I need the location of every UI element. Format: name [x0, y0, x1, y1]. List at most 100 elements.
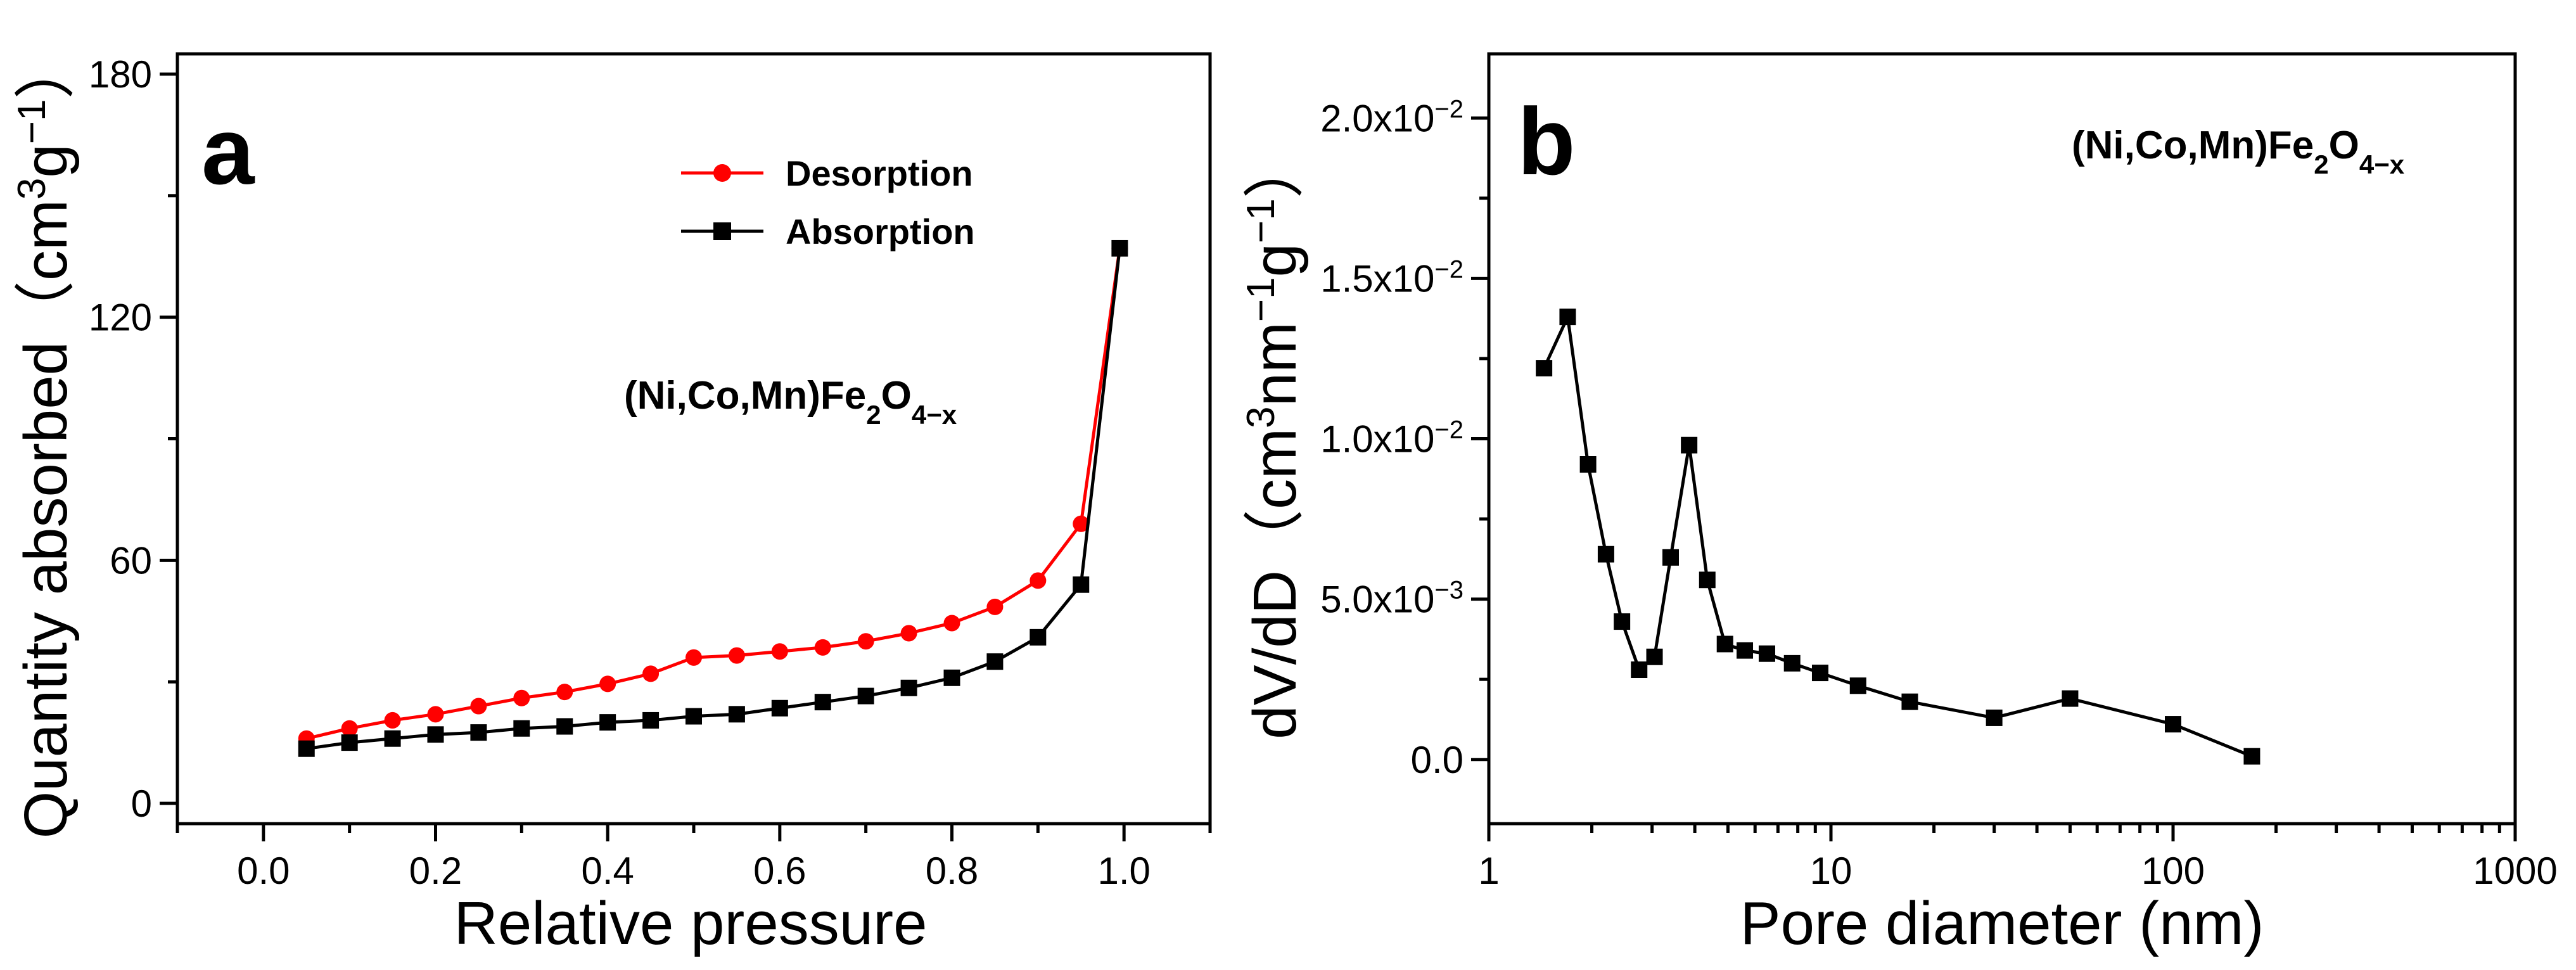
panel-a-y-tick-label: 60	[110, 539, 152, 582]
panel-a-point-desorption	[1073, 515, 1090, 532]
panel-b-series	[1536, 309, 2260, 765]
panel-b-point-series	[1699, 571, 1716, 589]
panel-b-point-series	[2062, 690, 2079, 707]
panel-a-point-absorption	[470, 724, 487, 741]
panel-b-x-axis-label: Pore diameter (nm)	[1740, 890, 2264, 957]
panel-a-plot-frame	[175, 52, 1212, 826]
panel-a-point-absorption	[642, 712, 660, 729]
panel-a-point-absorption	[857, 687, 874, 705]
panel-a-x-axis-label: Relative pressure	[454, 890, 928, 957]
panel-a-point-absorption	[298, 740, 315, 757]
panel-a-y-tick-label: 180	[89, 53, 152, 96]
panel-a-y-tick-label: 120	[89, 297, 152, 339]
panel-b-y-tick-label: 1.0x10−2	[1320, 416, 1463, 461]
panel-b-point-series	[1559, 309, 1576, 326]
panel-a-point-desorption	[1030, 572, 1047, 589]
panel-b-point-series	[1662, 549, 1679, 566]
panel-b-y-axis-label: dV/dD（cm3nm−1g−1）	[1239, 137, 1310, 739]
panel-a-point-desorption	[642, 665, 660, 682]
panel-a-point-desorption	[943, 615, 960, 632]
panel-a-point-absorption	[814, 694, 831, 711]
panel-b-ticks: 1 10 100 1000 0.0 5.0x10−3 1.0x10−2 1.5x10−2 2.0…	[1320, 95, 2558, 892]
panel-a-x-tick-label: 0.2	[409, 850, 462, 892]
panel-a-point-desorption	[900, 625, 917, 642]
panel-a-point-absorption	[1073, 576, 1090, 593]
legend-marker-desorption	[713, 164, 731, 182]
panel-b-x-tick-label: 1	[1478, 850, 1499, 892]
panel-a-point-absorption	[685, 708, 702, 725]
panel-b-y-tick-label: 5.0x10−3	[1320, 577, 1463, 621]
panel-a-point-desorption	[814, 639, 831, 656]
panel-a-point-desorption	[470, 698, 487, 715]
panel-b-compound-annotation: (Ni,Co,Mn)Fe2O4−x	[2072, 124, 2405, 179]
panel-b-y-tick-label: 1.5x10−2	[1320, 255, 1463, 300]
panel-b-point-series	[1811, 665, 1828, 682]
panel-a-point-desorption	[986, 598, 1004, 615]
panel-a-point-desorption	[728, 647, 745, 664]
panel-b-point-series	[1716, 635, 1733, 653]
panel-a-point-absorption	[427, 726, 444, 743]
panel-b-plot-frame	[1487, 52, 2517, 826]
panel-b-point-series	[1783, 654, 1801, 672]
panel-b-point-series	[1631, 661, 1648, 678]
legend-label-absorption: Absorption	[786, 212, 975, 252]
panel-b-point-series	[1536, 360, 1553, 377]
panel-a-point-absorption	[943, 669, 960, 686]
panel-a-compound-annotation: (Ni,Co,Mn)Fe2O4−x	[624, 374, 957, 430]
panel-b-label: b	[1517, 88, 1576, 195]
panel-a-legend: Desorption Absorption	[681, 153, 975, 252]
panel-a-point-desorption	[384, 712, 401, 729]
panel-b-y-tick-label: 0.0	[1411, 739, 1463, 781]
panel-b-y-tick-label: 2.0x10−2	[1320, 95, 1463, 139]
legend-entry-absorption: Absorption	[681, 212, 975, 252]
panel-a-point-absorption	[900, 679, 917, 696]
panel-b-point-series	[2243, 748, 2260, 765]
panel-a-point-absorption	[1111, 239, 1128, 257]
panel-a-y-axis-label: Quantity absorbed（cm3g−1）	[10, 38, 80, 838]
panel-a-point-absorption	[341, 734, 358, 751]
panel-a-point-desorption	[427, 706, 444, 723]
panel-b-point-series	[1758, 645, 1775, 662]
panel-a-line-absorption	[306, 248, 1121, 751]
panel-a-x-tick-label: 0.8	[926, 850, 978, 892]
legend-entry-desorption: Desorption	[681, 153, 973, 193]
panel-b-x-tick-label: 10	[1810, 850, 1852, 892]
panel-a-point-absorption	[986, 653, 1004, 670]
panel-b-point-series	[1646, 648, 1663, 665]
panel-b-line-series	[1542, 311, 2253, 758]
panel-b-point-series	[2165, 716, 2181, 733]
panel-a-label: a	[201, 98, 255, 204]
panel-a-point-desorption	[556, 684, 573, 701]
panel-a-series	[298, 239, 1128, 757]
panel-a-x-tick-label: 0.6	[753, 850, 806, 892]
panel-b-point-series	[1849, 677, 1866, 694]
panel-a-point-absorption	[513, 720, 530, 737]
panel-b-x-tick-label: 100	[2141, 850, 2205, 892]
panel-b-point-series	[1986, 709, 2003, 726]
panel-a-x-tick-label: 1.0	[1097, 850, 1150, 892]
panel-a-point-desorption	[341, 720, 358, 737]
panel-b-point-series	[1614, 613, 1631, 630]
panel-a-point-absorption	[384, 730, 401, 747]
panel-a-point-absorption	[771, 699, 788, 717]
panel-b-point-series	[1597, 546, 1614, 563]
panel-a-point-desorption	[513, 689, 530, 706]
panel-a-point-desorption	[685, 649, 702, 666]
panel-a-point-desorption	[599, 675, 616, 692]
panel-a-x-tick-label: 0.0	[237, 850, 290, 892]
legend-marker-absorption	[713, 222, 731, 240]
panel-a-y-tick-label: 0	[131, 782, 152, 825]
panel-b-point-series	[1579, 456, 1597, 473]
panel-a-point-absorption	[556, 718, 573, 735]
panel-a-point-absorption	[599, 714, 616, 731]
panel-a-point-desorption	[771, 643, 788, 660]
panel-a-ticks: 0.0 0.2 0.4 0.6 0.8 1.0 0 60 120 180	[89, 53, 1212, 892]
panel-a-point-absorption	[1030, 629, 1047, 646]
panel-a-x-tick-label: 0.4	[581, 850, 634, 892]
panel-b-point-series	[1901, 693, 1918, 710]
panel-a-point-absorption	[728, 706, 745, 723]
panel-b-point-series	[1737, 642, 1754, 659]
panel-b-x-tick-label: 1000	[2473, 850, 2557, 892]
panel-a: 0.0 0.2 0.4 0.6 0.8 1.0 0 60 120 180 a (Ni,Co,Mn)…	[10, 38, 1212, 957]
